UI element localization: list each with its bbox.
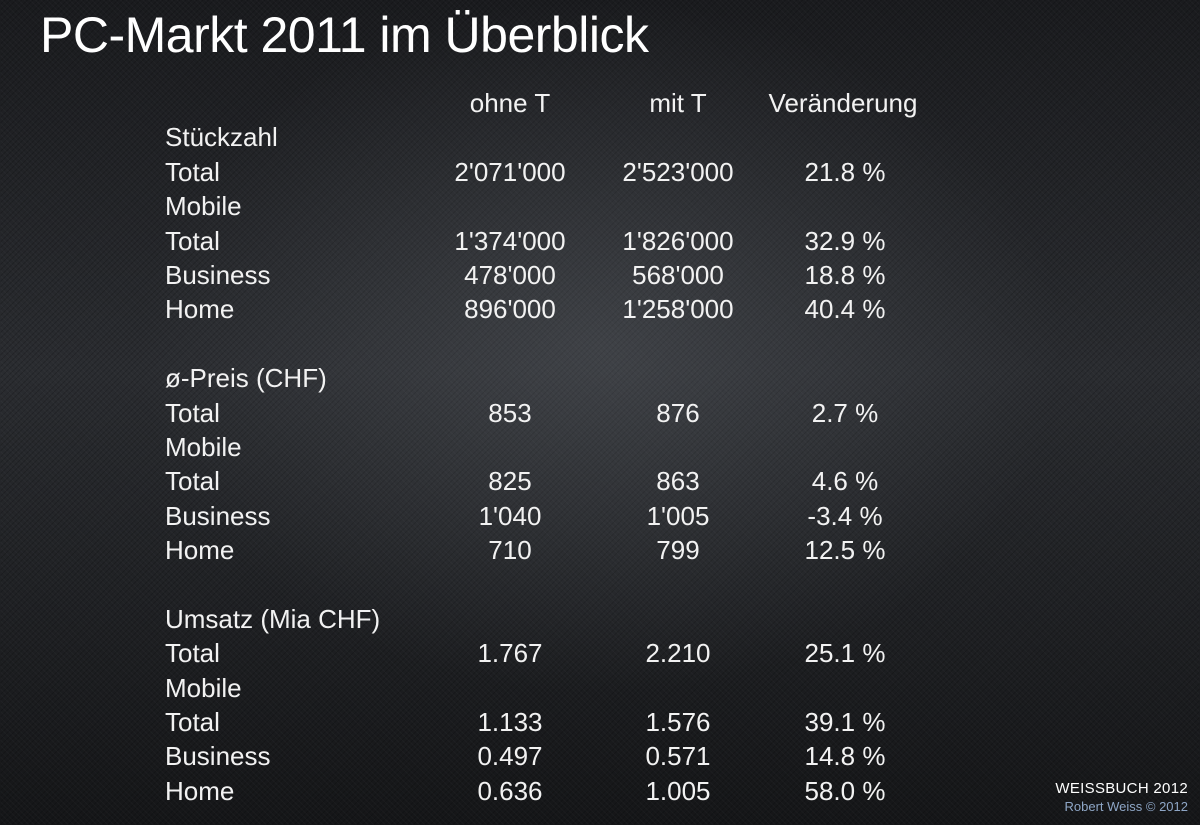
row-label: Business [165, 500, 271, 531]
section-row: Mobile [165, 430, 945, 464]
row-label: Home [165, 535, 235, 566]
value-veraenderung: -3.4 % [807, 500, 883, 531]
table-row: Total 825 863 4.6 % [165, 464, 945, 498]
section-row: Umsatz (Mia CHF) [165, 602, 945, 636]
row-label: Business [165, 741, 271, 772]
row-label: Total [165, 466, 220, 497]
table-row: Business 1'040 1'005 -3.4 % [165, 499, 945, 533]
value-veraenderung: 21.8 % [804, 156, 886, 187]
value-veraenderung: 25.1 % [804, 638, 886, 669]
row-label: Total [165, 156, 220, 187]
table-row: Home 0.636 1.005 58.0 % [165, 774, 945, 808]
value-ohne-t: 2'071'000 [454, 156, 566, 187]
table-header-row: ohne T mit T Veränderung [165, 86, 945, 120]
value-mit-t: 799 [656, 535, 700, 566]
table-row: Total 1'374'000 1'826'000 32.9 % [165, 224, 945, 258]
spacer-row [165, 327, 945, 361]
value-mit-t: 1.576 [645, 707, 711, 738]
section-row: Mobile [165, 671, 945, 705]
row-label: Home [165, 775, 235, 806]
value-veraenderung: 2.7 % [811, 397, 879, 428]
row-label: Business [165, 259, 271, 290]
section-label: Mobile [165, 431, 242, 462]
section-row: Mobile [165, 189, 945, 223]
column-header-mit-t: mit T [649, 88, 707, 118]
value-ohne-t: 853 [488, 397, 532, 428]
value-ohne-t: 1'040 [478, 500, 542, 531]
copyright-label: Robert Weiss © 2012 [1064, 799, 1188, 814]
value-ohne-t: 1.133 [477, 707, 543, 738]
table-row: Total 2'071'000 2'523'000 21.8 % [165, 155, 945, 189]
section-row: ø-Preis (CHF) [165, 361, 945, 395]
value-veraenderung: 14.8 % [804, 741, 886, 772]
value-mit-t: 1'005 [646, 500, 710, 531]
table-row: Home 710 799 12.5 % [165, 533, 945, 567]
section-row: Stückzahl [165, 120, 945, 154]
row-label: Total [165, 397, 220, 428]
column-header-veraenderung: Veränderung [768, 88, 918, 118]
section-label: Stückzahl [165, 122, 278, 153]
value-veraenderung: 18.8 % [804, 259, 886, 290]
value-mit-t: 568'000 [632, 259, 724, 290]
table-row: Total 1.767 2.210 25.1 % [165, 636, 945, 670]
page-title: PC-Markt 2011 im Überblick [40, 7, 649, 63]
row-label: Total [165, 707, 220, 738]
section-label: Umsatz (Mia CHF) [165, 603, 381, 634]
value-mit-t: 0.571 [645, 741, 711, 772]
column-header-ohne-t: ohne T [469, 88, 551, 118]
value-ohne-t: 1.767 [477, 638, 543, 669]
table-row: Total 853 876 2.7 % [165, 396, 945, 430]
row-label: Total [165, 638, 220, 669]
value-ohne-t: 825 [488, 466, 532, 497]
value-mit-t: 2'523'000 [622, 156, 734, 187]
table-row: Total 1.133 1.576 39.1 % [165, 705, 945, 739]
value-ohne-t: 0.636 [477, 775, 543, 806]
brand-label: WEISSBUCH 2012 [1055, 780, 1188, 797]
value-veraenderung: 58.0 % [804, 775, 886, 806]
value-ohne-t: 710 [488, 535, 532, 566]
market-overview-table: ohne T mit T Veränderung Stückzahl Total 2… [165, 86, 945, 808]
value-veraenderung: 32.9 % [804, 225, 886, 256]
footer: WEISSBUCH 2012 Robert Weiss © 2012 [1055, 780, 1188, 815]
section-label: Mobile [165, 672, 242, 703]
value-mit-t: 1.005 [645, 775, 711, 806]
value-veraenderung: 4.6 % [811, 466, 879, 497]
table-body: Stückzahl Total 2'071'000 2'523'000 21.8 % Mo… [165, 120, 945, 808]
value-ohne-t: 896'000 [464, 294, 556, 325]
value-veraenderung: 40.4 % [804, 294, 886, 325]
value-mit-t: 1'826'000 [622, 225, 734, 256]
value-ohne-t: 478'000 [464, 259, 556, 290]
value-mit-t: 863 [656, 466, 700, 497]
table-row: Business 478'000 568'000 18.8 % [165, 258, 945, 292]
value-veraenderung: 12.5 % [804, 535, 886, 566]
section-label: Mobile [165, 191, 242, 222]
row-label: Total [165, 225, 220, 256]
value-ohne-t: 0.497 [477, 741, 543, 772]
spacer-row [165, 567, 945, 601]
row-label: Home [165, 294, 235, 325]
table-row: Business 0.497 0.571 14.8 % [165, 739, 945, 773]
table-row: Home 896'000 1'258'000 40.4 % [165, 292, 945, 326]
value-ohne-t: 1'374'000 [454, 225, 566, 256]
value-mit-t: 1'258'000 [622, 294, 734, 325]
section-label: ø-Preis (CHF) [165, 363, 327, 394]
value-veraenderung: 39.1 % [804, 707, 886, 738]
value-mit-t: 2.210 [645, 638, 711, 669]
value-mit-t: 876 [656, 397, 700, 428]
